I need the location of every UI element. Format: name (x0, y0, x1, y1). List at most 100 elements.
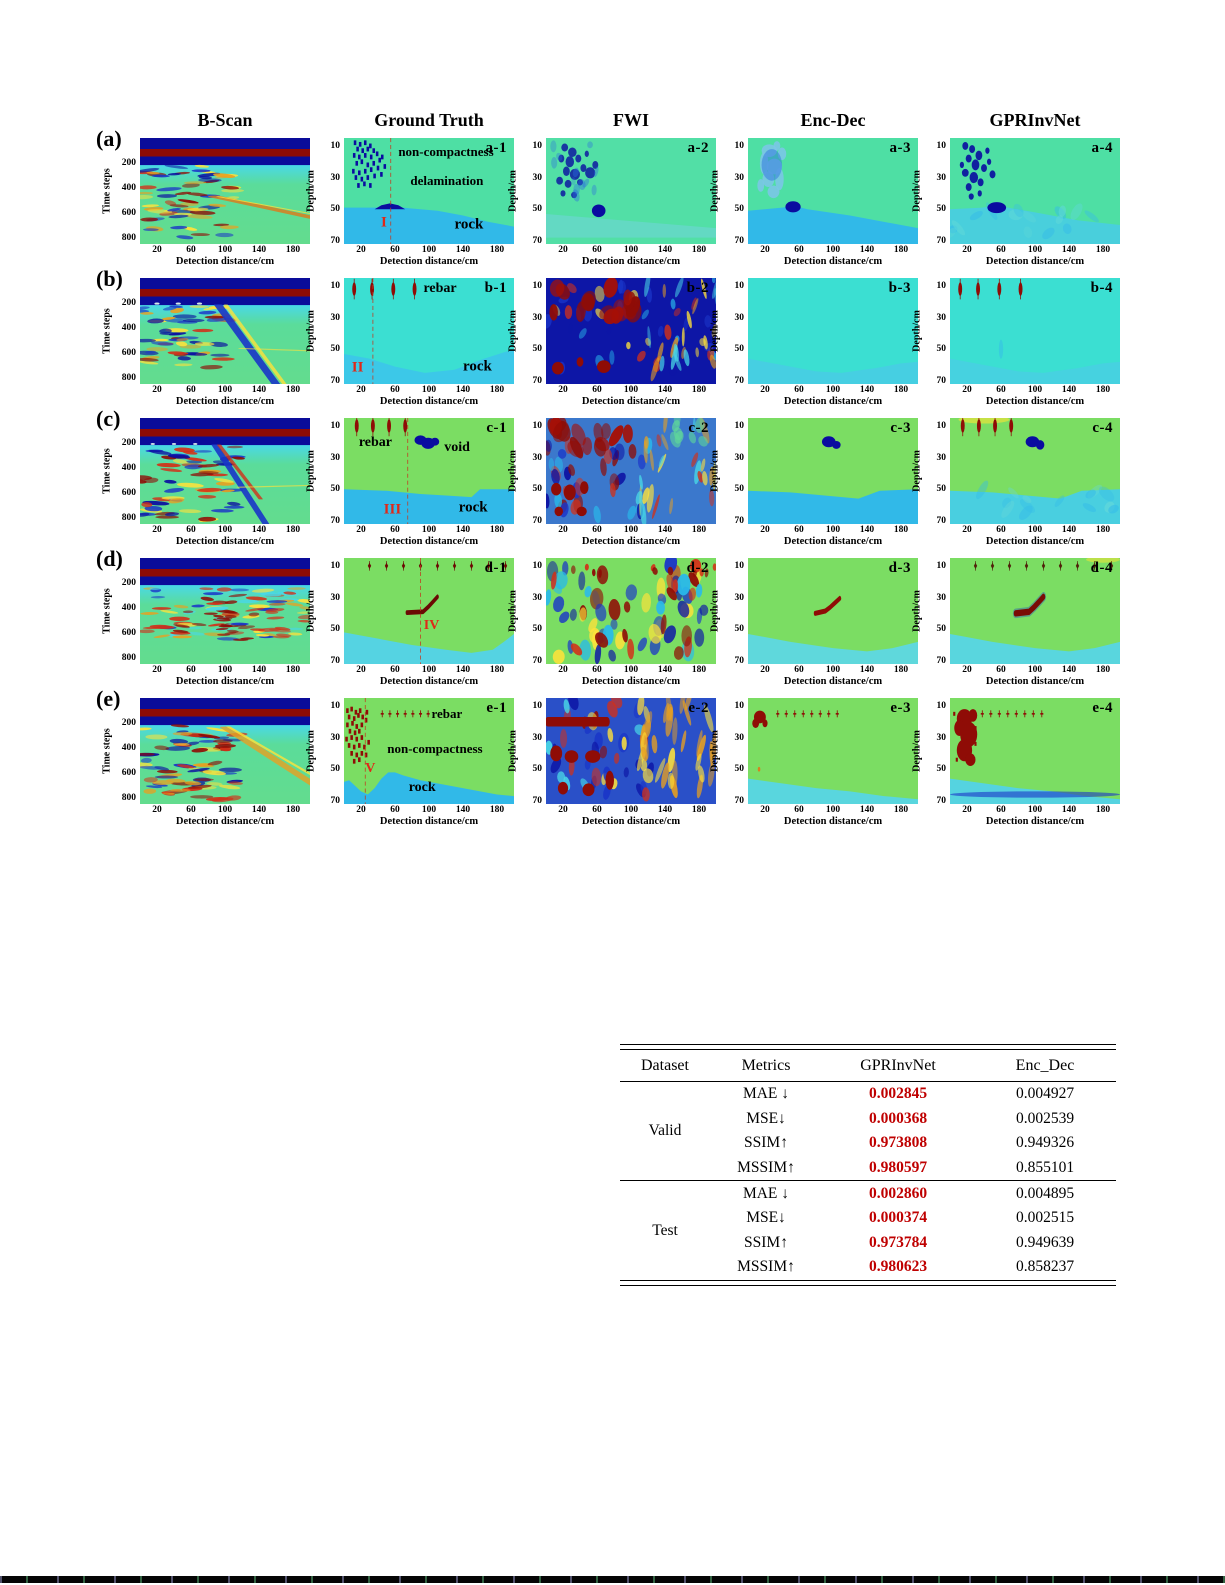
y-tick-label: 30 (330, 312, 341, 323)
x-tick-label: 60 (794, 805, 804, 815)
panel-bscan-b: 200 400 600 800 Time steps 20 60 100 140 180 Detec… (102, 278, 310, 407)
table-header-metrics: Metrics (741, 1056, 791, 1074)
panel-bscan-e: 200 400 600 800 Time steps 20 60 100 140 180 Detec… (102, 698, 310, 827)
x-tick-label: 20 (558, 385, 568, 395)
x-tick-label: 20 (152, 385, 162, 395)
plot-area: b-3 (748, 278, 918, 384)
x-tick-label: 140 (455, 525, 471, 535)
y-tick-label: 50 (936, 204, 947, 215)
table-header-enc-dec: Enc_Dec (1015, 1056, 1075, 1074)
x-axis-label: Detection distance/cm (379, 816, 479, 827)
x-tick-label: 60 (592, 245, 602, 255)
x-axis-label: Detection distance/cm (379, 396, 479, 407)
y-tick-label: 30 (936, 732, 947, 743)
x-tick-label: 140 (455, 665, 471, 675)
x-tick-label: 20 (962, 665, 972, 675)
panel-e-4: e-4 10 30 50 70 Depth/cm 20 60 100 140 180 Detectio… (912, 698, 1120, 827)
x-axis-label: Detection distance/cm (175, 256, 275, 267)
panel-tag-e-1: e-1 (486, 700, 507, 716)
plot-area: a-3 (748, 138, 918, 244)
y-tick-label: 400 (121, 602, 136, 613)
x-tick-label: 180 (489, 525, 505, 535)
y-tick-label: 70 (330, 515, 341, 526)
x-tick-label: 60 (186, 665, 196, 675)
panel-bscan-c: 200 400 600 800 Time steps 20 60 100 140 180 Detec… (102, 418, 310, 547)
x-tick-label: 100 (1027, 385, 1043, 395)
y-tick-label: 10 (532, 420, 543, 431)
x-tick-label: 100 (217, 385, 233, 395)
y-axis-label: Depth/cm (305, 590, 317, 632)
y-tick-label: 50 (532, 344, 543, 355)
x-tick-label: 140 (251, 665, 267, 675)
y-tick-label: 70 (936, 795, 947, 806)
plot-canvas (748, 358, 918, 384)
x-tick-label: 180 (1095, 525, 1111, 535)
y-tick-label: 400 (121, 462, 136, 473)
cell-gprinvnet-value: 0.000368 (868, 1109, 928, 1127)
cell-enc-dec-value: 0.002515 (1015, 1209, 1075, 1227)
table-group-valid: Valid MAE ↓ 0.002845 0.004927 MSE↓ 0.000368 0.… (620, 1082, 1116, 1180)
y-tick-label: 800 (121, 792, 136, 803)
x-tick-label: 180 (691, 805, 707, 815)
x-tick-label: 100 (1027, 525, 1043, 535)
plot-annotation-III: III (383, 501, 402, 518)
y-tick-label: 400 (121, 182, 136, 193)
panel-tag-c-3: c-3 (890, 420, 911, 436)
plot-area (140, 138, 310, 244)
x-tick-label: 140 (657, 245, 673, 255)
plot-area (140, 698, 310, 804)
x-tick-label: 60 (592, 385, 602, 395)
x-tick-label: 60 (186, 385, 196, 395)
y-tick-label: 30 (532, 732, 543, 743)
plot-annotation-V: V (365, 761, 376, 777)
plot-canvas (950, 141, 1120, 244)
y-axis-label: Depth/cm (911, 450, 923, 492)
y-axis-label: Depth/cm (305, 450, 317, 492)
cell-metric: SSIM↑ (744, 1233, 788, 1251)
table-header-row: Dataset Metrics GPRInvNet Enc_Dec (620, 1050, 1116, 1081)
panel-d-1: IV d-1 10 30 50 70 Depth/cm 20 60 100 140 180 Detect… (306, 558, 514, 687)
row-label-e: (e) (96, 686, 121, 711)
panel-b-2: b-2 10 30 50 70 Depth/cm 20 60 100 140 180 Detectio… (508, 278, 716, 407)
x-tick-label: 20 (356, 245, 366, 255)
y-tick-label: 50 (936, 764, 947, 775)
x-tick-label: 140 (251, 805, 267, 815)
x-tick-label: 100 (623, 385, 639, 395)
x-axis-label: Detection distance/cm (581, 676, 681, 687)
x-tick-label: 20 (356, 525, 366, 535)
y-tick-label: 30 (734, 452, 745, 463)
y-tick-label: 10 (734, 700, 745, 711)
y-tick-label: 70 (734, 235, 745, 246)
y-tick-label: 10 (936, 700, 947, 711)
x-axis-label: Detection distance/cm (783, 676, 883, 687)
x-tick-label: 20 (558, 525, 568, 535)
y-tick-label: 70 (734, 515, 745, 526)
y-tick-label: 50 (532, 484, 543, 495)
panel-d-2: d-2 10 30 50 70 Depth/cm 20 60 100 140 180 Detectio… (508, 558, 716, 687)
y-tick-label: 50 (734, 484, 745, 495)
x-axis-label: Detection distance/cm (379, 536, 479, 547)
y-tick-label: 50 (734, 204, 745, 215)
y-tick-label: 600 (121, 207, 136, 218)
y-tick-label: 30 (936, 452, 947, 463)
x-tick-label: 20 (558, 665, 568, 675)
x-tick-label: 100 (825, 525, 841, 535)
cell-gprinvnet-value: 0.980597 (868, 1159, 928, 1177)
y-tick-label: 200 (121, 717, 136, 728)
panel-tag-a-4: a-4 (1091, 140, 1113, 156)
x-tick-label: 180 (285, 805, 301, 815)
cell-metric: MAE ↓ (742, 1085, 790, 1103)
y-axis-label: Depth/cm (709, 170, 721, 212)
x-axis-label: Detection distance/cm (783, 396, 883, 407)
cell-metric: MAE ↓ (742, 1184, 790, 1202)
y-tick-label: 70 (734, 795, 745, 806)
y-tick-label: 70 (734, 375, 745, 386)
plot-canvas (344, 278, 514, 384)
x-tick-label: 140 (859, 805, 875, 815)
plot-canvas (950, 278, 1120, 384)
x-axis-label: Detection distance/cm (581, 536, 681, 547)
x-tick-label: 60 (794, 245, 804, 255)
panel-b-1: rebar II rock b-1 10 30 50 70 Depth/cm 20 60 100 140… (306, 278, 514, 407)
